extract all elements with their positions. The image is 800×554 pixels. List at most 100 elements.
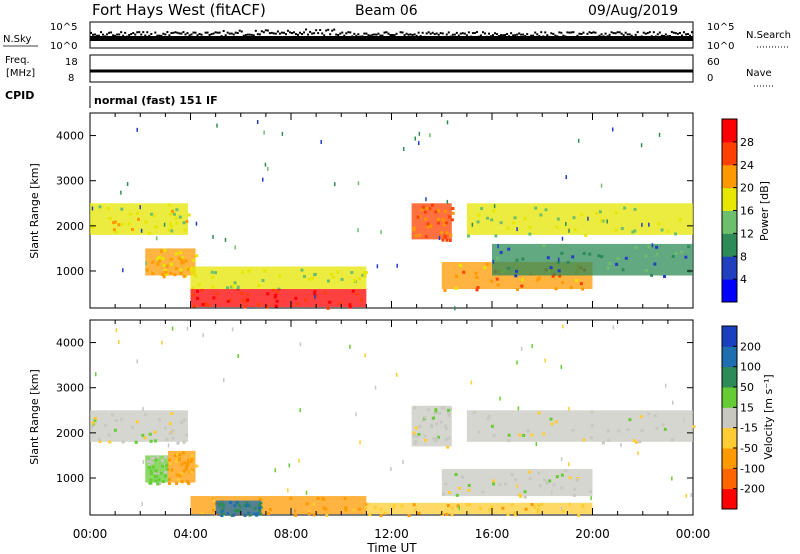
power-echo-cell	[275, 290, 279, 294]
power-echo-cell	[112, 228, 116, 232]
velocity-echo-cell	[435, 437, 439, 441]
velocity-echo-cell	[147, 463, 151, 467]
noise-sky-point	[172, 31, 175, 34]
noise-sky-point	[658, 31, 661, 34]
velocity-echo-cell	[507, 433, 511, 437]
power-scatter-echo	[497, 244, 499, 249]
power-echo-cell	[353, 279, 357, 283]
velocity-scatter-echo	[458, 506, 460, 511]
noise-sky-point	[552, 32, 555, 35]
noise-sky-point	[130, 33, 133, 36]
power-echo-cell	[655, 245, 659, 249]
velocity-echo-cell	[526, 429, 530, 433]
power-scatter-echo	[568, 228, 570, 233]
noise-sky-point	[504, 33, 507, 36]
velocity-echo-region-4	[215, 500, 261, 515]
power-echo-cell	[555, 225, 559, 229]
velocity-echo-cell	[130, 425, 134, 429]
noise-sky-point	[483, 32, 486, 35]
velocity-echo-cell	[444, 438, 448, 442]
power-echo-cell	[263, 269, 267, 273]
noise-sky-point	[516, 33, 519, 36]
velocity-echo-cell	[443, 424, 447, 428]
power-colorbar-segment	[722, 233, 737, 257]
velocity-echo-cell	[507, 439, 511, 443]
power-echo-cell	[357, 277, 361, 281]
noise-sky-point	[618, 31, 621, 34]
power-echo-cell	[451, 207, 455, 211]
velocity-scatter-echo	[117, 340, 120, 345]
power-echo-cell	[164, 268, 168, 272]
velocity-echo-cell	[175, 473, 179, 477]
power-echo-cell	[197, 283, 201, 287]
power-echo-cell	[441, 218, 445, 222]
noise-sky-point	[319, 28, 322, 31]
noise-sky-point	[156, 34, 159, 37]
velocity-echo-cell	[413, 441, 417, 445]
velocity-echo-cell	[433, 411, 437, 415]
velocity-echo-cell	[447, 436, 451, 440]
velocity-echo-cell	[373, 505, 377, 509]
velocity-echo-cell	[561, 509, 565, 513]
velocity-echo-cell	[518, 433, 522, 437]
noise-sky-point	[206, 31, 209, 34]
noise-sky-point	[100, 31, 103, 34]
power-echo-cell	[483, 266, 487, 270]
x-tick-label: 04:00	[173, 527, 208, 541]
noise-sky-point	[580, 33, 583, 36]
noise-sky-point	[260, 30, 263, 33]
power-echo-cell	[178, 215, 182, 219]
power-echo-cell	[313, 292, 317, 296]
velocity-echo-cell	[186, 461, 190, 465]
velocity-echo-cell	[486, 417, 490, 421]
noise-sky-point	[510, 32, 513, 35]
power-echo-cell	[351, 289, 355, 293]
velocity-echo-cell	[178, 474, 182, 478]
noise-sky-point	[387, 32, 390, 35]
noise-sky-point	[228, 32, 231, 35]
power-echo-cell	[247, 269, 251, 273]
velocity-echo-cell	[189, 459, 193, 463]
power-scatter-echo	[600, 183, 603, 188]
power-colorbar-segment	[722, 119, 737, 143]
noise-sky-point	[439, 32, 442, 35]
velocity-echo-cell	[248, 513, 252, 517]
noise-right-tick-bottom: 10^0	[707, 41, 734, 52]
noise-sky-point	[118, 33, 121, 36]
velocity-echo-cell	[468, 503, 472, 507]
velocity-echo-cell	[189, 470, 193, 474]
velocity-echo-cell	[449, 407, 453, 411]
velocity-scatter-echo	[568, 502, 571, 507]
velocity-scatter-echo	[355, 412, 357, 417]
power-echo-cell	[241, 270, 245, 274]
noise-sky-point	[421, 31, 424, 34]
x-tick-label: 20:00	[575, 527, 610, 541]
velocity-echo-cell	[168, 458, 172, 462]
power-echo-cell	[454, 286, 458, 290]
velocity-echo-cell	[560, 486, 564, 490]
power-echo-cell	[579, 213, 583, 217]
velocity-echo-cell	[157, 478, 161, 482]
power-echo-cell	[170, 209, 174, 213]
velocity-echo-cell	[400, 504, 404, 508]
power-echo-cell	[127, 222, 131, 226]
power-colorbar-segment	[722, 256, 737, 280]
velocity-y-ticks: 1000 2000 3000 4000	[56, 337, 693, 485]
velocity-scatter-echo	[142, 406, 144, 411]
power-scatter-echo	[658, 132, 661, 137]
power-echo-cell	[450, 218, 454, 222]
power-scatter-echo	[402, 146, 405, 151]
noise-sky-point	[349, 31, 352, 34]
noise-sky-point	[367, 34, 370, 37]
velocity-echo-cell	[182, 440, 186, 444]
velocity-scatter-echo	[374, 385, 377, 390]
noise-sky-point	[425, 32, 428, 35]
velocity-echo-cell	[392, 504, 396, 508]
velocity-echo-cell	[440, 513, 444, 517]
power-echo-cell	[534, 206, 538, 210]
velocity-echo-cell	[638, 440, 642, 444]
noise-sky-point	[670, 31, 673, 34]
velocity-echo-cell	[154, 458, 158, 462]
power-echo-cell	[598, 210, 602, 214]
velocity-echo-cell	[447, 411, 451, 415]
